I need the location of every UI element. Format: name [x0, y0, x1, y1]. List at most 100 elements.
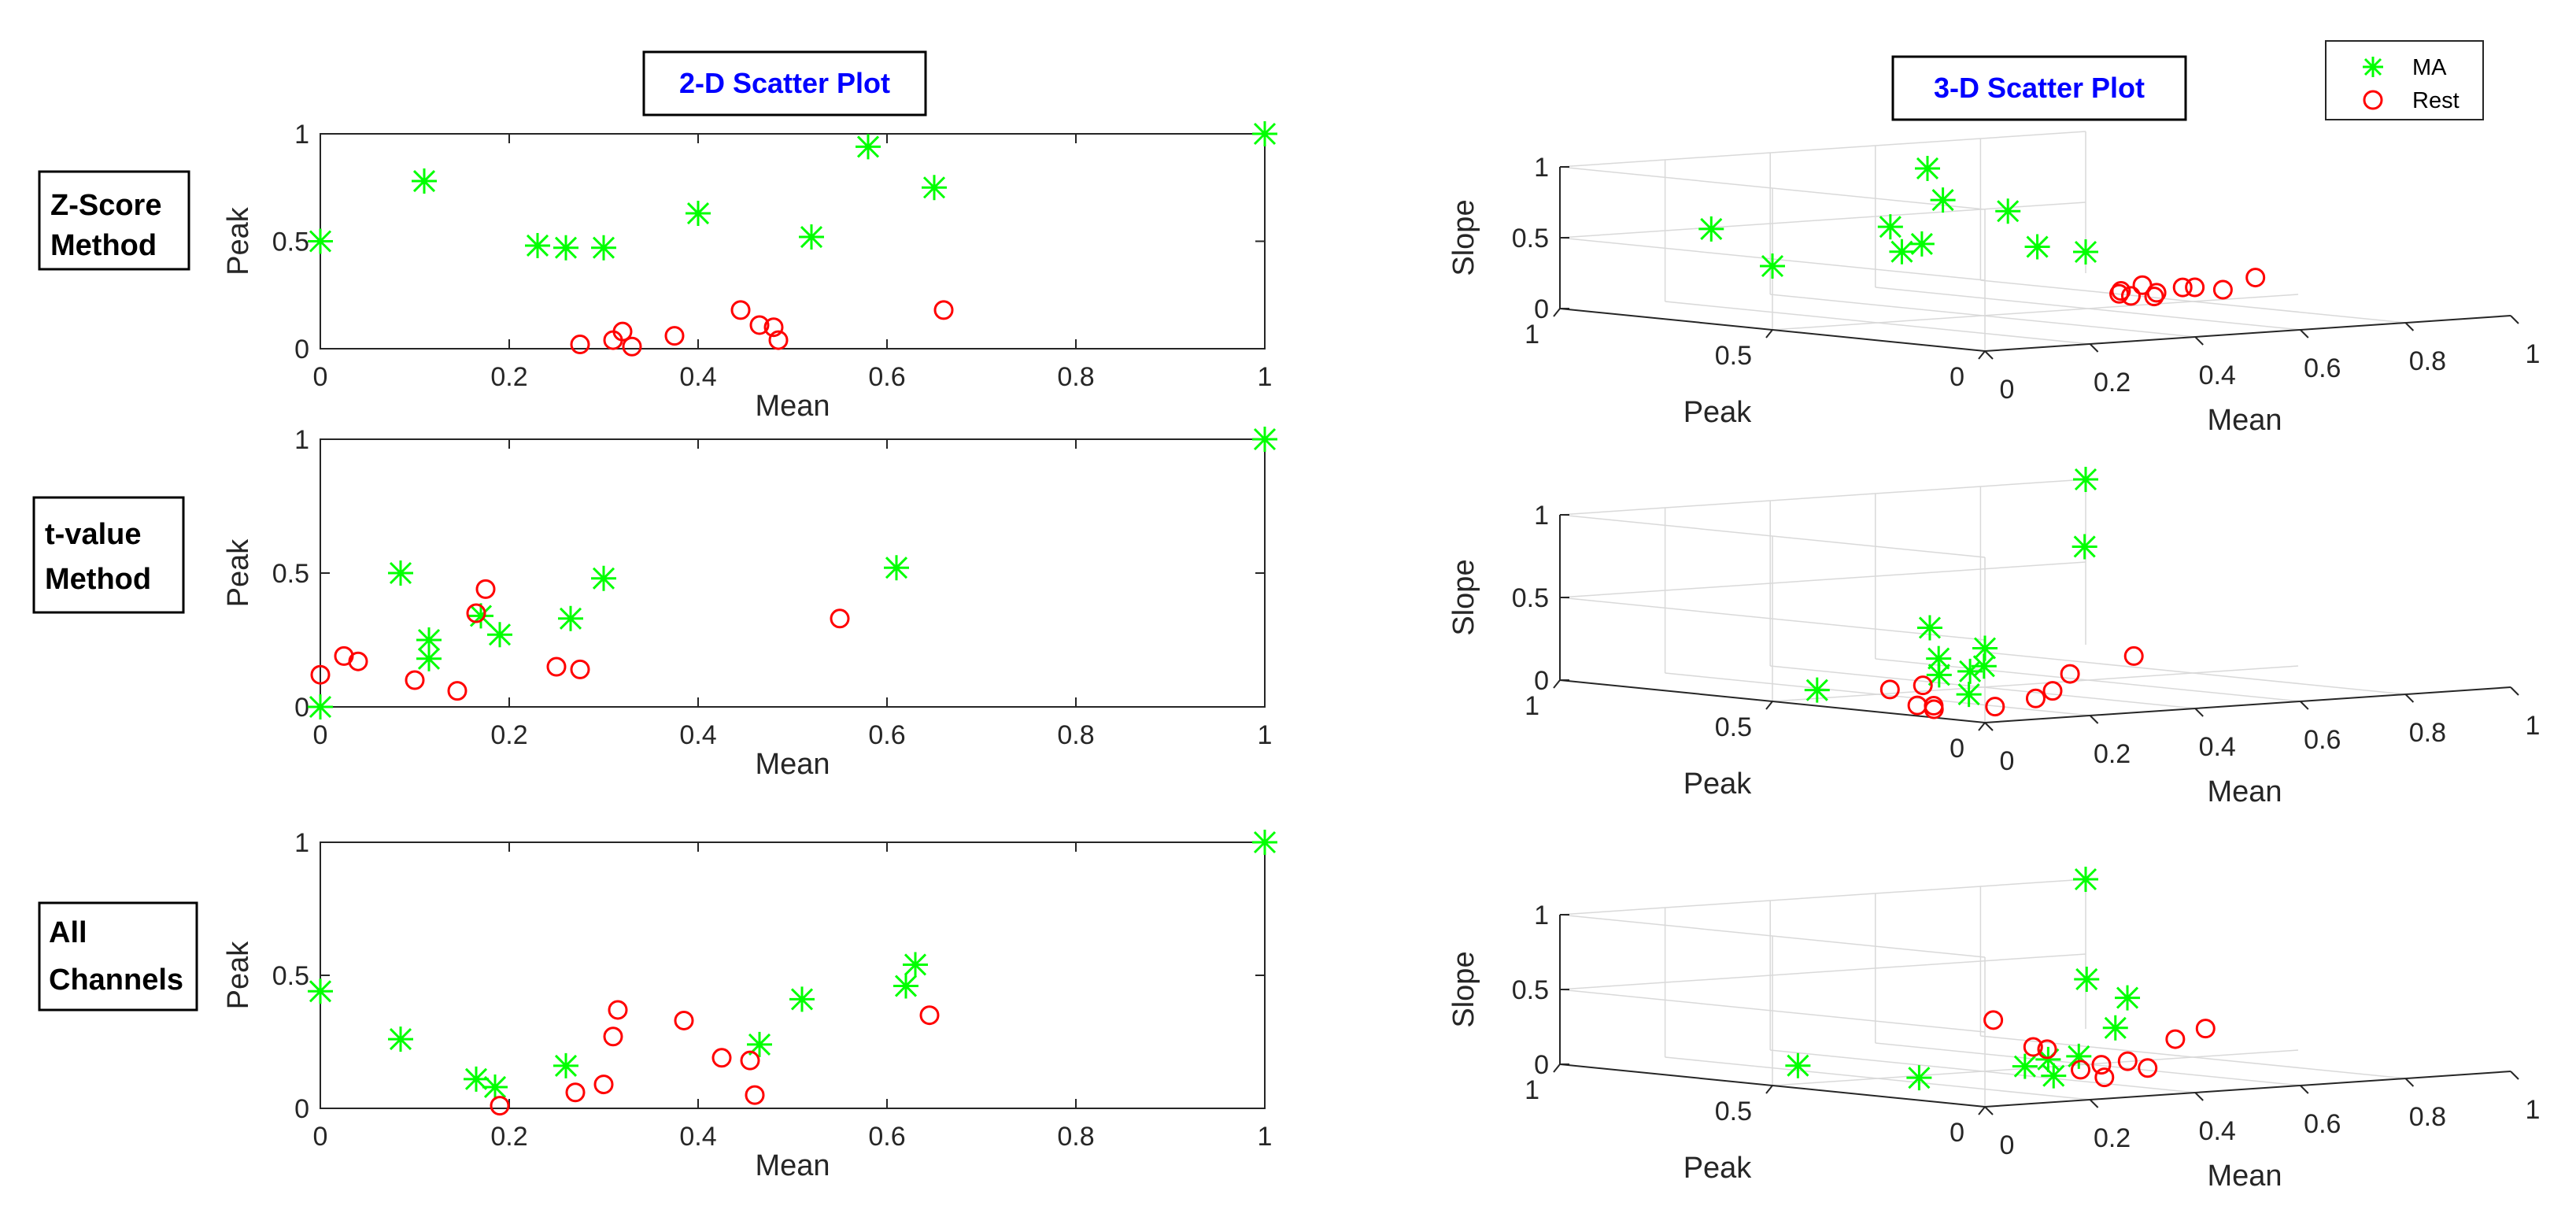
x-tick-mark	[1984, 1106, 1994, 1115]
x-tick-label: 0	[2000, 1130, 2015, 1160]
rest-point	[2245, 268, 2266, 288]
ma-point	[468, 603, 493, 629]
x-axis-label: Mean	[2207, 404, 2282, 437]
ma-point	[2066, 1043, 2092, 1069]
ma-point	[1909, 231, 1935, 257]
rest-point	[2123, 645, 2144, 666]
row-label-allchannels-line1: All	[49, 916, 87, 949]
y-tick-label: 1	[1525, 1075, 1539, 1105]
y-tick-label: 0	[1950, 734, 1964, 764]
ma-point	[1698, 216, 1724, 242]
x-tick-mark	[2194, 1092, 2204, 1101]
x-tick-mark	[2404, 322, 2415, 331]
ma-point	[1760, 253, 1785, 279]
row-label-allchannels: All Channels	[38, 901, 198, 1012]
ma-point	[464, 1066, 489, 1092]
ma-point	[487, 622, 512, 648]
y-tick-label: 1	[294, 120, 309, 150]
y-tick-mark	[1553, 679, 1561, 689]
rest-point	[2091, 1055, 2112, 1075]
ma-point	[1906, 1065, 1932, 1091]
rest-point	[2037, 1039, 2057, 1060]
x-tick-mark	[2300, 1085, 2309, 1094]
row-label-tvalue-line2: Method	[45, 563, 151, 596]
x-tick-label: 1	[2526, 1095, 2541, 1125]
ma-point	[1889, 239, 1915, 264]
x-tick-mark	[2300, 701, 2309, 710]
rest-point	[466, 603, 486, 623]
ma-point	[308, 228, 333, 254]
ma-point	[591, 235, 616, 261]
rest-point	[1907, 695, 1927, 716]
ma-point	[525, 232, 550, 258]
x-tick-mark	[2300, 329, 2309, 338]
ma-point	[789, 986, 815, 1012]
row-label-tvalue: t-value Method	[32, 496, 185, 614]
x-tick-label: 0.2	[2094, 368, 2131, 398]
ma-point	[2073, 239, 2098, 264]
y-tick-label: 0.5	[272, 559, 309, 589]
y-tick-label: 0.5	[272, 961, 309, 991]
legend: MA Rest	[2325, 40, 2484, 120]
z-tick-label: 0	[1534, 666, 1549, 696]
ma-point	[2035, 1046, 2061, 1072]
ma-point	[2074, 966, 2100, 992]
rest-point	[2144, 287, 2164, 307]
x-axis-label: Mean	[755, 1149, 830, 1182]
grid-line	[1559, 131, 2086, 168]
ma-point	[747, 1031, 772, 1057]
x-tick-mark	[2194, 336, 2204, 346]
row-label-zscore: Z-Score Method	[38, 170, 190, 271]
ma-point	[2102, 1015, 2128, 1041]
rest-point	[2060, 664, 2080, 684]
y-tick-mark	[1978, 350, 1986, 360]
title-3d-text: 3-D Scatter Plot	[1934, 72, 2145, 104]
rest-point	[2111, 281, 2131, 301]
rest-point	[711, 1048, 732, 1068]
z-tick-label: 1	[1534, 501, 1549, 531]
x-tick-label: 0.6	[868, 1122, 905, 1152]
ma-point	[856, 134, 881, 160]
x-tick-label: 0	[313, 720, 328, 750]
x-tick-label: 0.8	[1057, 1122, 1094, 1152]
ma-point	[416, 627, 442, 653]
ma-point	[903, 952, 928, 978]
z-tick-label: 0.5	[1512, 583, 1549, 613]
y-tick-label: 1	[1525, 320, 1539, 350]
x-tick-label: 0.2	[490, 1122, 527, 1152]
legend-rest-label: Rest	[2412, 88, 2460, 113]
x-tick-label: 0.6	[2304, 1109, 2341, 1139]
x-axis	[1984, 315, 2511, 352]
ma-point	[1915, 155, 1940, 181]
rest-point	[730, 300, 751, 320]
z-tick-label: 0.5	[1512, 975, 1549, 1005]
y-tick-mark	[1765, 329, 1773, 338]
z-axis-label: Slope	[1447, 559, 1480, 635]
x-tick-mark	[1984, 722, 1994, 731]
ma-point	[308, 694, 333, 719]
grid-line	[1559, 878, 2086, 915]
plot-box	[320, 133, 1266, 350]
x-tick-label: 0.8	[2409, 1102, 2446, 1132]
x-axis-label: Mean	[755, 390, 830, 423]
grid-line	[1559, 166, 1986, 210]
x-tick-label: 0.4	[2199, 361, 2236, 390]
rest-point	[664, 326, 685, 346]
x-tick-label: 0.4	[2199, 1116, 2236, 1146]
y-tick-mark	[1978, 722, 1986, 731]
x-tick-label: 0.6	[868, 720, 905, 750]
y-tick-label: 1	[294, 425, 309, 455]
y-tick-label: 0	[1950, 362, 1964, 392]
rest-point	[612, 321, 633, 342]
rest-point	[2071, 1060, 2091, 1080]
grid-line	[1559, 597, 1986, 641]
x-tick-label: 0.2	[2094, 739, 2131, 769]
x-tick-label: 0.2	[490, 362, 527, 392]
rest-point	[608, 1000, 628, 1020]
rest-point	[763, 317, 784, 338]
scatter-2d-allchannels: 0 0.2 0.4 0.6 0.8 1 0 0.5 1 Mean Peak	[222, 828, 1277, 1182]
z-tick-label: 0	[1534, 294, 1549, 324]
